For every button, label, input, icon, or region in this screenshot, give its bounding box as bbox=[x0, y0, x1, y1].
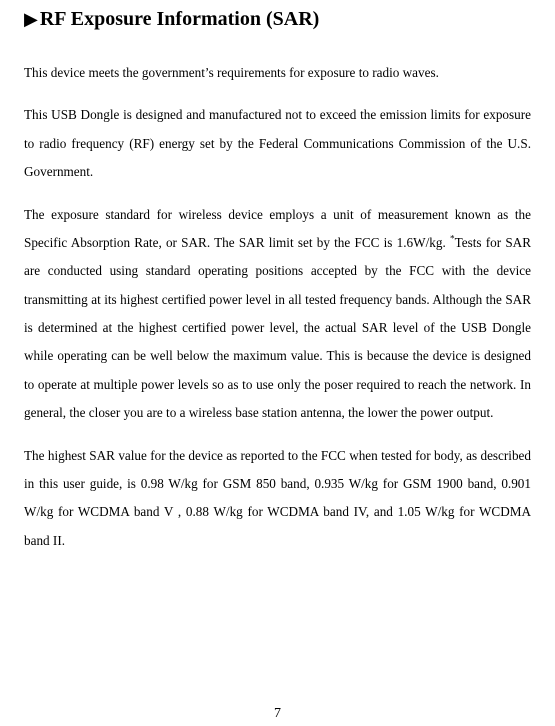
para3-part-b: Tests for SAR are conducted using standa… bbox=[24, 235, 531, 420]
page-number: 7 bbox=[0, 706, 555, 722]
paragraph-values: The highest SAR value for the device as … bbox=[24, 442, 531, 556]
paragraph-intro: This device meets the government’s requi… bbox=[24, 59, 531, 87]
paragraph-design: This USB Dongle is designed and manufact… bbox=[24, 101, 531, 186]
page-title: RF Exposure Information (SAR) bbox=[40, 8, 319, 31]
arrow-right-icon: ▶ bbox=[24, 10, 38, 28]
paragraph-sar: The exposure standard for wireless devic… bbox=[24, 201, 531, 428]
heading-row: ▶ RF Exposure Information (SAR) bbox=[24, 8, 531, 31]
